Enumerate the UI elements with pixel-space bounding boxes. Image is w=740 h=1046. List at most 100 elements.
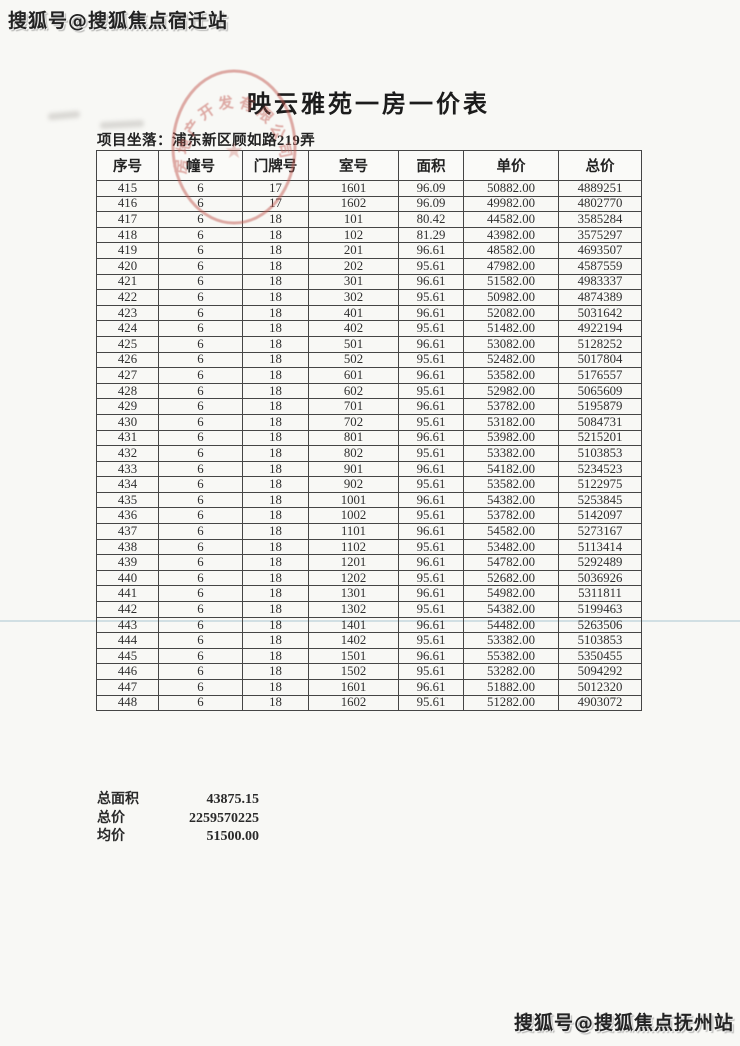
table-header-cell: 序号 (96, 150, 159, 181)
table-cell: 95.61 (398, 663, 464, 680)
table-cell: 1302 (308, 601, 399, 618)
table-cell: 6 (158, 413, 243, 431)
table-cell: 437 (96, 523, 159, 540)
page-title: 映云雅苑一房一价表 (247, 92, 490, 118)
table-cell: 18 (242, 367, 309, 384)
table-row: 438 6 18 1102 95.61 53482.00 5113414 (96, 538, 642, 556)
summary-label: 总价 (97, 810, 125, 826)
table-cell: 96.61 (398, 273, 464, 291)
table-cell: 428 (96, 382, 159, 400)
table-cell: 1601 (308, 679, 399, 696)
table-cell: 6 (158, 445, 243, 462)
table-cell: 95.61 (398, 632, 464, 649)
table-header-cell: 总价 (558, 150, 642, 181)
table-cell: 425 (96, 335, 159, 353)
table-row: 436 6 18 1002 95.61 53782.00 5142097 (96, 507, 642, 525)
table-row: 417 6 18 101 80.42 44582.00 3585284 (96, 211, 642, 228)
table-cell: 1602 (308, 694, 399, 712)
table-cell: 420 (96, 257, 159, 275)
table-cell: 54582.00 (463, 523, 559, 540)
table-header-cell: 幢号 (158, 150, 243, 181)
table-cell: 5094292 (558, 663, 642, 680)
table-cell: 6 (158, 304, 243, 322)
table-cell: 53182.00 (463, 413, 559, 431)
table-cell: 5142097 (558, 507, 642, 525)
table-row: 434 6 18 902 95.61 53582.00 5122975 (96, 476, 642, 493)
table-cell: 18 (242, 429, 309, 447)
table-cell: 401 (308, 304, 399, 322)
summary-value: 51500.00 (206, 829, 260, 844)
table-cell: 18 (242, 616, 309, 634)
table-cell: 1301 (308, 585, 399, 603)
table-cell: 4983337 (558, 273, 642, 291)
table-cell: 96.61 (398, 335, 464, 353)
table-cell: 4922194 (558, 320, 642, 337)
table-cell: 96.61 (398, 398, 464, 415)
table-cell: 6 (158, 367, 243, 384)
table-cell: 96.61 (398, 429, 464, 447)
table-cell: 1201 (308, 554, 399, 571)
table-row: 427 6 18 601 96.61 53582.00 5176557 (96, 367, 642, 384)
table-cell: 6 (158, 601, 243, 618)
table-cell: 6 (158, 257, 243, 275)
table-cell: 601 (308, 367, 399, 384)
table-cell: 50982.00 (463, 289, 559, 306)
table-cell: 55382.00 (463, 647, 559, 665)
summary-value: 43875.15 (206, 792, 260, 807)
table-cell: 421 (96, 273, 159, 291)
table-cell: 5350455 (558, 647, 642, 665)
table-row: 431 6 18 801 96.61 53982.00 5215201 (96, 429, 642, 447)
table-cell: 4874389 (558, 289, 642, 306)
table-row: 447 6 18 1601 96.61 51882.00 5012320 (96, 679, 642, 696)
table-row: 415 6 17 1601 96.09 50882.00 4889251 (96, 180, 642, 197)
scan-smudge (47, 110, 81, 121)
table-cell: 6 (158, 180, 243, 197)
table-cell: 5215201 (558, 429, 642, 447)
table-cell: 18 (242, 647, 309, 665)
table-cell: 6 (158, 226, 243, 244)
table-cell: 18 (242, 679, 309, 696)
table-cell: 424 (96, 320, 159, 337)
table-cell: 95.61 (398, 351, 464, 369)
table-cell: 95.61 (398, 538, 464, 556)
table-cell: 96.61 (398, 367, 464, 384)
table-cell: 95.61 (398, 413, 464, 431)
table-cell: 444 (96, 632, 159, 649)
table-cell: 17 (242, 195, 309, 213)
table-cell: 53582.00 (463, 367, 559, 384)
table-row: 441 6 18 1301 96.61 54982.00 5311811 (96, 585, 642, 603)
table-row: 446 6 18 1502 95.61 53282.00 5094292 (96, 663, 642, 680)
table-cell: 1602 (308, 195, 399, 213)
table-cell: 95.61 (398, 476, 464, 493)
table-cell: 18 (242, 663, 309, 680)
table-cell: 54782.00 (463, 554, 559, 571)
table-cell: 1401 (308, 616, 399, 634)
table-cell: 96.61 (398, 460, 464, 478)
summary-label: 总面积 (97, 792, 139, 807)
table-cell: 430 (96, 413, 159, 431)
table-cell: 18 (242, 554, 309, 571)
table-cell: 48582.00 (463, 242, 559, 259)
table-cell: 5103853 (558, 445, 642, 462)
table-cell: 415 (96, 180, 159, 197)
table-cell: 602 (308, 382, 399, 400)
watermark-bottom: 搜狐号@搜狐焦点抚州站 (513, 1012, 734, 1034)
table-cell: 95.61 (398, 257, 464, 275)
table-cell: 6 (158, 289, 243, 306)
table-cell: 6 (158, 632, 243, 649)
table-cell: 50882.00 (463, 180, 559, 197)
table-cell: 18 (242, 538, 309, 556)
table-cell: 417 (96, 211, 159, 228)
table-cell: 702 (308, 413, 399, 431)
table-cell: 54382.00 (463, 601, 559, 618)
table-cell: 80.42 (398, 211, 464, 228)
table-cell: 96.61 (398, 585, 464, 603)
table-cell: 52082.00 (463, 304, 559, 322)
summary-block: 总面积 43875.15 总价 2259570225 均价 51500.00 (97, 791, 259, 847)
table-row: 425 6 18 501 96.61 53082.00 5128252 (96, 335, 642, 353)
table-cell: 432 (96, 445, 159, 462)
table-cell: 1101 (308, 523, 399, 540)
table-cell: 426 (96, 351, 159, 369)
table-cell: 18 (242, 569, 309, 587)
table-row: 433 6 18 901 96.61 54182.00 5234523 (96, 460, 642, 478)
